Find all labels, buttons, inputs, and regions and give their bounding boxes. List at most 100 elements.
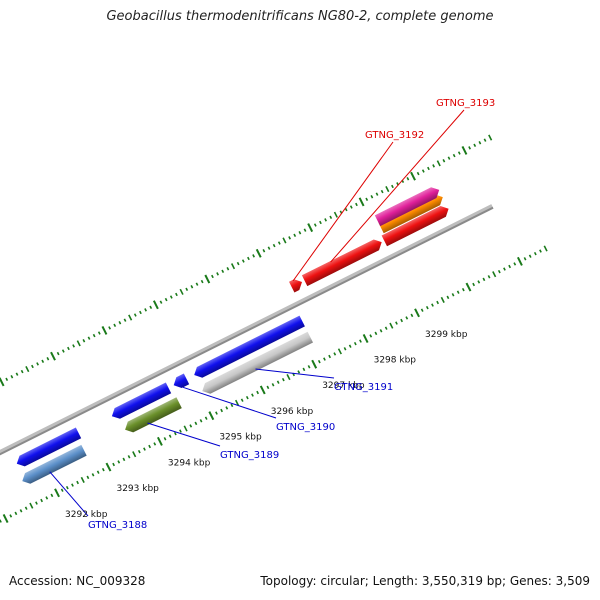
tick-inner [389,322,394,329]
tick-outer [159,300,163,304]
genome-backbone [0,204,494,456]
gene-features [16,187,449,484]
tick-outer [267,246,271,250]
tick-inner [183,425,188,432]
tick-inner [405,316,409,320]
accession-text: Accession: NC_009328 [9,574,146,588]
tick-inner [348,344,352,348]
gene-arrow [173,373,190,388]
tick-outer [483,138,487,142]
leader-line [292,141,394,282]
tick-outer [76,340,81,347]
tick-inner [337,348,342,355]
backbone-line-dark [0,206,494,456]
tick-outer [293,233,297,238]
tick-inner [528,254,532,258]
tick-inner [451,293,455,297]
tick-outer [0,377,5,387]
tick-inner [234,399,240,406]
tick-inner [362,334,369,343]
gene-arrow [301,239,382,287]
scale-label: 3298 kbp [374,356,417,366]
tick-outer [164,297,168,302]
tick-outer [442,159,446,163]
tick-inner [112,462,116,467]
gene-arrow [125,397,182,433]
tick-inner [80,476,85,483]
tick-inner [2,514,9,523]
tick-outer [333,211,338,218]
tick-outer [324,218,327,222]
tick-inner [410,313,414,318]
tick-outer [358,197,365,207]
gene-arrow [202,331,313,394]
tick-inner [189,424,193,428]
tick-inner [168,434,172,438]
tick-outer [303,228,307,232]
scale-label: 3299 kbp [425,330,468,340]
scale-label: 3293 kbp [116,484,159,494]
tick-inner [96,470,100,474]
tick-inner [343,347,347,351]
tick-outer [175,292,178,297]
tick-inner [271,383,275,387]
tick-outer [195,282,199,286]
gene-label: GTNG_3191 [334,382,393,393]
tick-outer [298,231,302,235]
tick-outer [200,279,204,284]
tick-outer [20,369,24,374]
tick-outer [432,164,435,168]
gene-label: GTNG_3190 [276,422,335,433]
gene-arrow [16,427,82,467]
tick-outer [211,274,214,279]
tick-outer [50,351,56,361]
tick-outer [457,151,461,155]
tick-inner [215,411,218,415]
leader-line [182,386,277,419]
tick-outer [25,365,30,373]
tick-marks [0,134,548,523]
tick-inner [508,264,512,269]
tick-outer [380,189,384,194]
tick-outer [282,237,287,244]
tick-inner [414,308,420,318]
tick-inner [384,326,388,330]
tick-inner [60,488,64,492]
tick-outer [436,160,441,167]
tick-outer [447,156,451,160]
map-title: Geobacillus thermodenitrificans NG80-2, … [106,9,494,24]
tick-outer [272,243,276,248]
tick-inner [492,271,497,278]
tick-inner [132,451,137,458]
tick-inner [539,249,542,253]
tick-inner [276,380,280,384]
tick-inner [374,331,378,336]
tick-outer [288,236,291,240]
tick-inner [86,475,90,480]
tick-inner [302,367,306,372]
tick-inner [204,416,208,420]
tick-inner [19,509,23,513]
tick-outer [410,171,416,181]
gene-arrow [381,206,449,247]
tick-inner [517,256,523,266]
tick-outer [56,351,60,356]
tick-outer [87,336,91,340]
tick-outer [10,375,14,379]
tick-inner [199,419,203,423]
tick-outer [313,223,317,227]
gene-arrow [22,444,87,484]
tick-inner [477,280,481,284]
tick-outer [416,171,420,176]
tick-inner [297,370,301,374]
tick-inner [259,385,266,395]
tick-inner [230,403,234,408]
tick-inner [0,519,2,523]
tick-outer [349,205,353,209]
tick-outer [31,364,34,369]
tick-inner [436,300,440,305]
tick-outer [101,325,108,335]
tick-outer [355,202,358,207]
tick-inner [465,282,472,292]
